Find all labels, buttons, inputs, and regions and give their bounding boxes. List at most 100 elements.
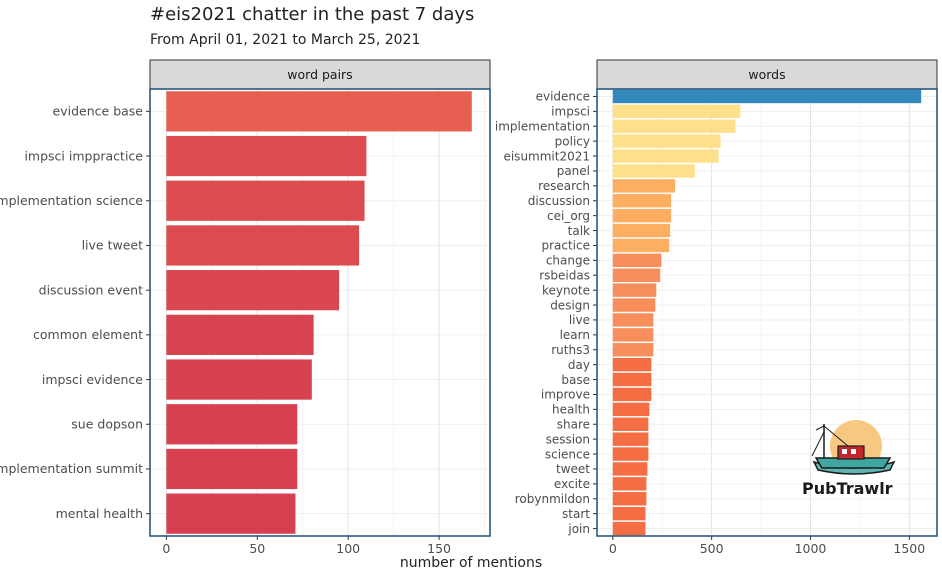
category-label: impsci evidence <box>42 372 143 387</box>
category-label: sue dopson <box>71 416 143 431</box>
bar <box>612 387 652 402</box>
bar <box>612 343 654 357</box>
logo-rigging <box>811 431 825 457</box>
x-tick-label: 1500 <box>893 541 925 556</box>
bar <box>166 225 360 266</box>
category-label: excite <box>554 477 590 491</box>
bar <box>612 432 649 446</box>
category-label: mental health <box>56 506 143 521</box>
category-label: discussion event <box>39 282 143 297</box>
bar <box>166 404 298 445</box>
facet-strip-label: word pairs <box>287 67 352 82</box>
chart-subtitle: From April 01, 2021 to March 25, 2021 <box>150 32 421 48</box>
bar <box>612 89 922 104</box>
bar <box>612 253 662 268</box>
bar <box>166 91 472 132</box>
x-axis-label: number of mentions <box>399 555 543 571</box>
category-label: session <box>546 432 590 446</box>
category-label: implementation summit <box>0 461 143 476</box>
x-tick-label: 150 <box>427 541 451 556</box>
facet-strip <box>149 59 491 90</box>
chart-title: #eis2021 chatter in the past 7 days <box>150 4 475 25</box>
category-label: robynmildon <box>515 492 590 506</box>
pubtrawlr-logo: PubTrawlr <box>802 420 896 498</box>
category-label: live <box>569 313 590 327</box>
category-label: cei_org <box>547 209 590 223</box>
bar <box>612 134 721 148</box>
bar <box>166 314 314 355</box>
bar <box>612 447 649 461</box>
bar <box>612 179 676 193</box>
bar <box>612 521 646 536</box>
category-label: common element <box>33 327 143 342</box>
category-label: evidence base <box>53 104 144 119</box>
bar <box>612 119 736 133</box>
category-label: eisummit2021 <box>503 149 590 163</box>
bar <box>166 135 367 177</box>
category-label: day <box>568 358 590 372</box>
bar <box>612 357 652 372</box>
category-label: panel <box>557 164 590 178</box>
bar <box>166 493 296 534</box>
x-tick-label: 0 <box>162 541 170 556</box>
category-label: practice <box>541 239 590 253</box>
category-label: discussion <box>528 194 590 208</box>
category-label: start <box>562 507 590 521</box>
category-label: join <box>567 522 590 536</box>
facet-panel-word-pairs: word pairs evidence base impsci imppractic… <box>0 59 491 556</box>
bar <box>612 417 649 431</box>
category-label: tweet <box>556 462 590 476</box>
bar <box>166 180 365 221</box>
bar <box>612 149 719 163</box>
x-tick-label: 100 <box>336 541 360 556</box>
bar <box>612 208 672 223</box>
category-label: evidence <box>536 90 590 104</box>
category-label: science <box>545 447 590 461</box>
category-label: keynote <box>542 283 590 297</box>
bar <box>166 359 312 400</box>
bar <box>612 298 656 312</box>
x-tick-label: 0 <box>609 541 617 556</box>
category-label: learn <box>560 328 590 342</box>
facet-strip-label: words <box>748 67 785 82</box>
bar <box>612 223 671 238</box>
bar <box>612 194 672 208</box>
x-tick-label: 50 <box>249 541 265 556</box>
bar <box>612 238 670 253</box>
bar <box>612 492 647 506</box>
bar <box>612 283 657 297</box>
bar <box>612 313 654 327</box>
category-label: research <box>538 179 590 193</box>
bar <box>166 270 340 311</box>
category-label: share <box>557 417 590 431</box>
category-label: health <box>552 403 590 417</box>
bar <box>612 477 647 491</box>
bar <box>612 506 646 521</box>
category-label: policy <box>555 134 590 148</box>
x-tick-label: 1000 <box>795 541 827 556</box>
category-label: ruths3 <box>551 343 590 357</box>
category-label: impsci imppractice <box>24 148 143 163</box>
category-label: design <box>550 298 590 312</box>
bar <box>166 448 298 490</box>
bar <box>612 164 695 178</box>
category-label: impsci <box>551 105 590 119</box>
bar <box>612 402 650 417</box>
logo-boat-hull <box>814 457 892 469</box>
bar <box>612 372 652 387</box>
category-label: improve <box>541 388 590 402</box>
facet-strip <box>596 59 938 90</box>
logo-rigging <box>823 425 849 447</box>
category-label: implementation science <box>0 193 143 208</box>
bar <box>612 268 661 282</box>
logo-window <box>842 449 847 454</box>
logo-rigging <box>815 425 825 431</box>
bar <box>612 328 654 342</box>
bar <box>612 462 648 476</box>
bar <box>612 104 741 119</box>
category-label: rsbeidas <box>539 268 590 282</box>
facet-panel-words: wordsevidenceimpsciimplementationpolicye… <box>495 59 938 556</box>
x-tick-label: 500 <box>700 541 724 556</box>
category-label: talk <box>568 224 590 238</box>
